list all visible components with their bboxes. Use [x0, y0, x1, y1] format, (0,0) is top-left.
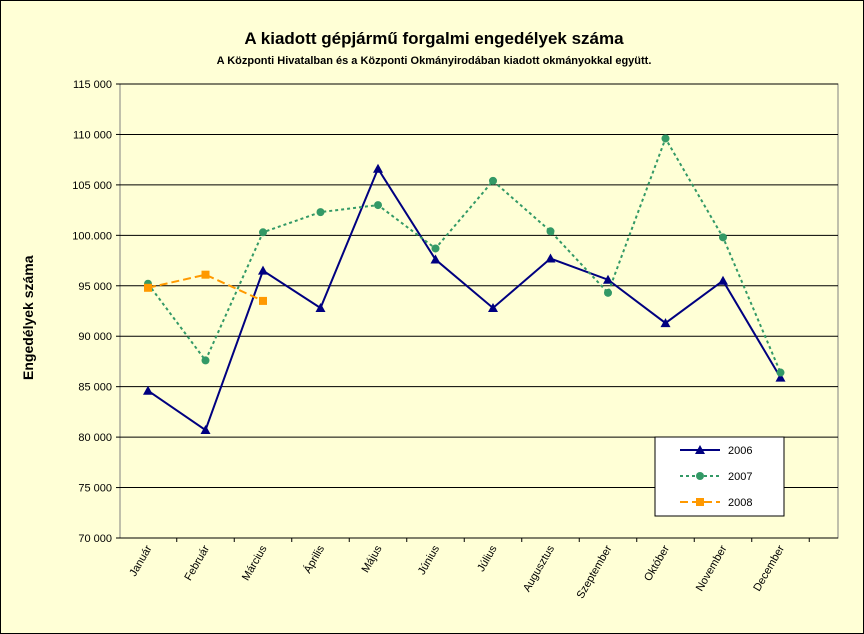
y-tick-label: 110 000: [73, 129, 112, 141]
marker: [143, 385, 153, 395]
marker: [431, 244, 440, 253]
marker: [200, 425, 211, 435]
marker: [315, 302, 326, 312]
marker: [316, 208, 325, 217]
marker: [374, 201, 382, 210]
chart-subtitle: A Központi Hivatalban és a Központi Okmá…: [217, 55, 652, 67]
y-tick-label: 85 000: [78, 382, 112, 394]
y-tick-label: 70 000: [78, 533, 112, 545]
marker: [776, 368, 785, 377]
marker: [144, 283, 152, 292]
y-tick-label: 100.000: [72, 230, 112, 242]
legend-box: [654, 436, 785, 517]
marker: [373, 163, 383, 173]
marker: [603, 274, 613, 284]
chart-title: A kiadott gépjármű forgalmi engedélyek s…: [244, 29, 624, 48]
marker: [696, 498, 704, 506]
y-tick-label: 75 000: [78, 483, 112, 495]
y-tick-label: 90 000: [78, 331, 112, 343]
y-tick-label: 80 000: [78, 432, 112, 444]
legend-label: 2008: [728, 497, 752, 509]
marker: [660, 318, 671, 328]
marker: [488, 302, 498, 312]
marker: [696, 472, 704, 480]
marker: [430, 254, 441, 264]
legend-label: 2006: [728, 445, 752, 457]
marker: [775, 372, 786, 382]
marker: [661, 134, 670, 143]
marker: [546, 227, 555, 236]
series-line: [147, 273, 264, 302]
y-tick-label: 115 000: [73, 79, 112, 91]
marker: [489, 176, 497, 185]
legend: 2006 2007 2008: [654, 436, 785, 517]
marker: [545, 253, 556, 263]
marker: [695, 445, 705, 454]
legend-label: 2007: [728, 471, 752, 483]
marker: [258, 265, 268, 275]
y-tick-label: 95 000: [78, 281, 112, 293]
marker: [201, 270, 210, 279]
marker: [718, 275, 728, 285]
series-line: [147, 136, 782, 373]
marker: [259, 296, 267, 305]
marker: [259, 228, 267, 237]
marker: [201, 356, 210, 365]
marker: [604, 288, 612, 297]
y-tick-label: 105 000: [72, 180, 112, 192]
y-axis-label: Engedélyek száma: [20, 255, 36, 380]
marker: [719, 233, 727, 242]
